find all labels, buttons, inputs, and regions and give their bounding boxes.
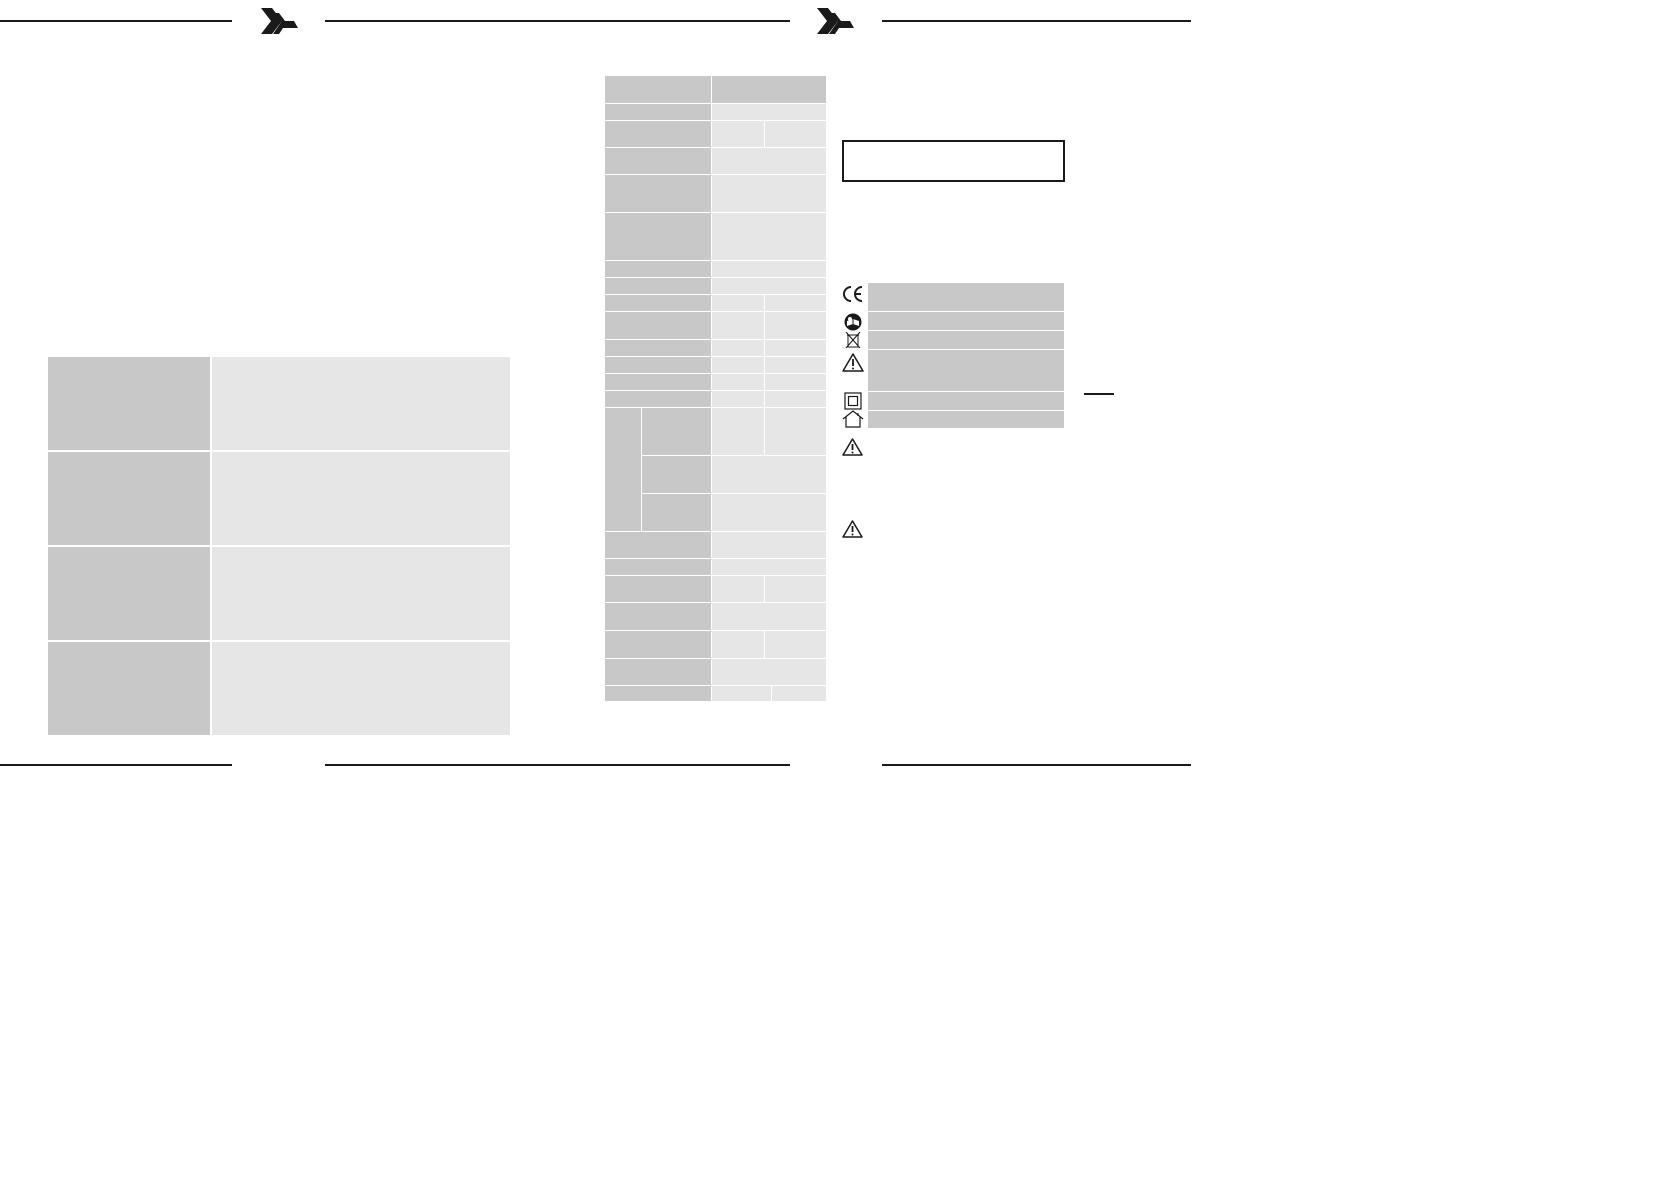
brand-chevron-logo-icon [261, 8, 298, 34]
warning-triangle-icon [842, 520, 863, 538]
spec-value-cell [712, 340, 764, 356]
spec-value-cell [765, 340, 826, 356]
spec-label-cell [605, 391, 711, 407]
spec-label-cell [605, 175, 711, 212]
feature-value-cell [212, 642, 510, 735]
spec-label-cell [605, 340, 711, 356]
legend-row [868, 283, 1064, 311]
footer-rule-left [0, 764, 232, 766]
spec-label-cell [605, 659, 711, 685]
spec-label-cell [605, 295, 711, 311]
spec-label-cell [605, 532, 711, 558]
spec-label-cell [605, 603, 711, 630]
spec-label-cell [605, 312, 711, 339]
spec-label-cell [605, 148, 711, 174]
spec-value-cell [712, 576, 764, 602]
spec-group-label-cell [605, 408, 641, 531]
spec-value-cell [712, 121, 764, 147]
warning-triangle-icon [842, 353, 864, 372]
spec-header-value-cell [712, 76, 826, 103]
spec-label-cell [605, 559, 711, 575]
spec-value-cell [712, 659, 826, 685]
spec-label-cell [605, 576, 711, 602]
spec-label-cell [605, 357, 711, 373]
brand-logo-right [817, 8, 855, 34]
spec-table [605, 76, 826, 701]
header-rule-center [325, 20, 790, 22]
spec-value-cell [765, 391, 826, 407]
weee-crossed-bin-icon [845, 331, 861, 349]
feature-value-cell [212, 452, 510, 545]
warning-triangle-icon [842, 438, 863, 456]
spec-value-cell [712, 148, 826, 174]
feature-value-cell [212, 547, 510, 640]
spec-label-cell [605, 213, 711, 260]
spec-value-cell [765, 121, 826, 147]
feature-value-cell [212, 357, 510, 450]
spec-value-cell [712, 295, 764, 311]
feature-table [48, 357, 510, 735]
spec-value-cell [765, 576, 826, 602]
feature-label-cell [48, 452, 210, 545]
spec-label-cell [605, 278, 711, 294]
spec-label-cell [605, 261, 711, 277]
indoor-use-house-icon [842, 410, 864, 428]
legend-row [868, 312, 1064, 330]
protection-class-ii-icon [844, 392, 862, 410]
spec-value-cell [712, 603, 826, 630]
spec-value-cell [765, 295, 826, 311]
legend-row [868, 392, 1064, 410]
footer-rule-center [325, 764, 790, 766]
footer-rule-right [882, 764, 1191, 766]
header-rule-right [882, 20, 1191, 22]
spec-value-cell [712, 631, 764, 658]
spec-sublabel-cell [642, 456, 711, 493]
spec-label-cell [605, 76, 711, 103]
feature-label-cell [48, 642, 210, 735]
spec-value-cell [712, 175, 826, 212]
spec-value-cell [712, 357, 764, 373]
side-thumb-tab [1084, 393, 1114, 395]
spec-value-cell [712, 391, 764, 407]
symbols-legend [840, 283, 1064, 428]
feature-label-cell [48, 357, 210, 450]
spec-value-cell [712, 374, 764, 390]
spec-value-cell [712, 494, 826, 531]
spec-value-cell [712, 278, 826, 294]
legend-row [868, 350, 1064, 391]
spec-label-cell [605, 631, 711, 658]
spec-label-cell [605, 686, 711, 701]
spec-value-cell [712, 104, 826, 120]
spec-value-cell [712, 532, 826, 558]
spec-value-cell [712, 408, 764, 455]
spec-value-cell [765, 631, 826, 658]
notice-box [842, 140, 1065, 182]
spec-value-cell [772, 686, 826, 701]
spec-value-cell [712, 261, 826, 277]
spec-value-cell [712, 559, 826, 575]
read-manual-icon [844, 313, 862, 331]
spec-value-cell [765, 374, 826, 390]
brand-chevron-logo-icon [817, 8, 854, 34]
spec-label-cell [605, 104, 711, 120]
spec-value-cell [712, 213, 826, 260]
brand-logo-left [261, 8, 299, 34]
legend-row [868, 411, 1064, 428]
spec-label-cell [605, 121, 711, 147]
spec-value-cell [712, 456, 826, 493]
header-rule-left [0, 20, 232, 22]
spec-value-cell [765, 408, 826, 455]
spec-label-cell [605, 374, 711, 390]
spec-value-cell [712, 686, 771, 701]
spec-sublabel-cell [642, 408, 711, 455]
spec-value-cell [712, 312, 764, 339]
ce-mark-icon [842, 284, 864, 304]
spec-value-cell [765, 357, 826, 373]
legend-row [868, 331, 1064, 349]
feature-label-cell [48, 547, 210, 640]
spec-value-cell [765, 312, 826, 339]
spec-sublabel-cell [642, 494, 711, 531]
